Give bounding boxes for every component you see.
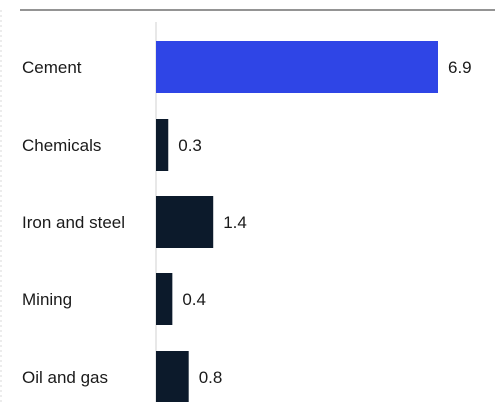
category-label: Chemicals [22, 136, 101, 155]
value-label: 0.4 [182, 290, 206, 309]
bar [156, 41, 438, 93]
bar [156, 351, 189, 402]
value-label: 1.4 [223, 213, 247, 232]
value-label: 0.8 [199, 368, 223, 387]
category-label: Cement [22, 58, 82, 77]
bar [156, 196, 214, 248]
category-label: Mining [22, 290, 72, 309]
category-label: Iron and steel [22, 213, 125, 232]
category-label: Oil and gas [22, 368, 108, 387]
value-label: 6.9 [448, 58, 472, 77]
bar [156, 273, 173, 325]
bars-layer: Cement 6.9 Chemicals 0.3 Iron and steel 1.4 Mi… [22, 41, 472, 402]
bar [156, 119, 169, 171]
value-label: 0.3 [178, 136, 202, 155]
